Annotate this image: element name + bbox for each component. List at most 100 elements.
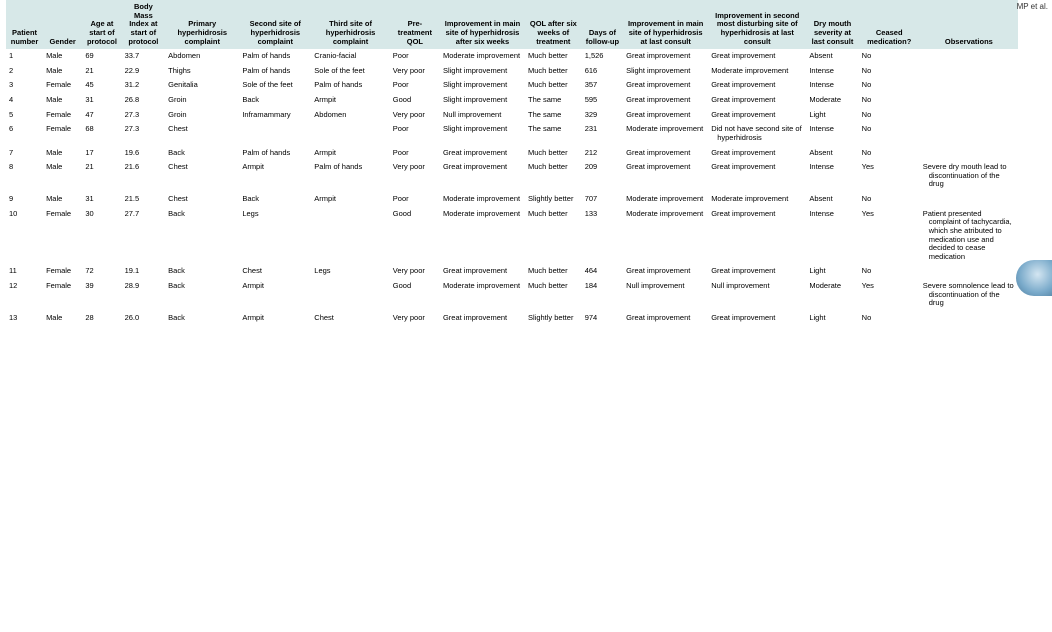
col-header: Improvement in main site of hyperhidrosi… [440, 0, 525, 49]
table-cell: 12 [6, 279, 43, 311]
table-cell: 707 [582, 192, 623, 207]
table-cell: 4 [6, 93, 43, 108]
table-cell: Great improvement [708, 108, 806, 123]
table-row: 10Female3027.7BackLegsGoodModerate impro… [6, 207, 1018, 265]
col-header: Body Mass Index at start of protocol [122, 0, 166, 49]
col-header: Third site of hyperhidrosis complaint [311, 0, 390, 49]
table-cell: Much better [525, 279, 582, 311]
table-cell: No [859, 108, 920, 123]
col-header: Gender [43, 0, 82, 49]
table-cell: Sole of the feet [311, 64, 390, 79]
table-cell: Palm of hands [311, 160, 390, 192]
table-cell: Moderate improvement [623, 207, 708, 265]
table-row: 9Male3121.5ChestBackArmpitPoorModerate i… [6, 192, 1018, 207]
table-cell: 1 [6, 49, 43, 64]
table-cell: 33.7 [122, 49, 166, 64]
table-cell: 39 [82, 279, 121, 311]
table-cell: No [859, 264, 920, 279]
table-cell: Moderate improvement [440, 192, 525, 207]
table-cell [920, 93, 1018, 108]
table-cell: 31 [82, 192, 121, 207]
col-header: Dry mouth severity at last consult [806, 0, 858, 49]
table-cell: Palm of hands [239, 146, 311, 161]
table-cell: Very poor [390, 64, 440, 79]
table-row: 13Male2826.0BackArmpitChestVery poorGrea… [6, 311, 1018, 326]
table-cell: 17 [82, 146, 121, 161]
table-cell: Moderate improvement [440, 279, 525, 311]
table-cell: 21.5 [122, 192, 166, 207]
table-cell: Yes [859, 160, 920, 192]
table-cell: Thighs [165, 64, 239, 79]
table-cell: Great improvement [440, 146, 525, 161]
table-cell: 27.3 [122, 122, 166, 145]
table-cell: Palm of hands [311, 78, 390, 93]
table-cell: Chest [311, 311, 390, 326]
table-cell [920, 64, 1018, 79]
table-cell: 68 [82, 122, 121, 145]
table-row: 5Female4727.3GroinInframammaryAbdomenVer… [6, 108, 1018, 123]
col-header: Second site of hyperhidrosis complaint [239, 0, 311, 49]
table-cell: Moderate [806, 93, 858, 108]
table-cell: 329 [582, 108, 623, 123]
table-cell: Cranio-facial [311, 49, 390, 64]
table-cell: Very poor [390, 160, 440, 192]
table-cell [920, 49, 1018, 64]
table-cell: Absent [806, 192, 858, 207]
table-cell: Groin [165, 108, 239, 123]
table-cell: 31 [82, 93, 121, 108]
table-cell: 133 [582, 207, 623, 265]
table-cell: Intense [806, 207, 858, 265]
table-cell: Armpit [311, 93, 390, 108]
table-cell: Slight improvement [440, 78, 525, 93]
table-cell: No [859, 122, 920, 145]
table-cell: Light [806, 108, 858, 123]
table-cell: 69 [82, 49, 121, 64]
table-cell: Back [239, 93, 311, 108]
table-cell [920, 108, 1018, 123]
table-header: Patient numberGenderAge at start of prot… [6, 0, 1018, 49]
table-cell: Legs [311, 264, 390, 279]
table-cell: Very poor [390, 311, 440, 326]
table-cell: Back [165, 146, 239, 161]
table-cell: Armpit [239, 160, 311, 192]
table-cell: No [859, 93, 920, 108]
table-cell: 28.9 [122, 279, 166, 311]
table-cell: 209 [582, 160, 623, 192]
table-cell: 8 [6, 160, 43, 192]
table-cell: 184 [582, 279, 623, 311]
table-cell: Absent [806, 49, 858, 64]
table-cell: 357 [582, 78, 623, 93]
table-cell: No [859, 192, 920, 207]
table-cell: 47 [82, 108, 121, 123]
table-cell: 2 [6, 64, 43, 79]
table-cell [920, 192, 1018, 207]
table-cell: Much better [525, 49, 582, 64]
col-header: Days of follow-up [582, 0, 623, 49]
table-cell: Great improvement [623, 108, 708, 123]
table-cell: Female [43, 108, 82, 123]
table-cell [920, 78, 1018, 93]
table-cell: Great improvement [623, 146, 708, 161]
table-cell: Great improvement [708, 207, 806, 265]
table-cell: 26.0 [122, 311, 166, 326]
table-cell: Null improvement [708, 279, 806, 311]
table-cell: Light [806, 311, 858, 326]
table-cell: 6 [6, 122, 43, 145]
table-cell: Slight improvement [440, 64, 525, 79]
table-cell: Great improvement [623, 160, 708, 192]
page-badge-icon [1016, 260, 1052, 296]
table-cell: 13 [6, 311, 43, 326]
col-header: Ceased medication? [859, 0, 920, 49]
table-cell: Female [43, 207, 82, 265]
table-cell: Great improvement [708, 311, 806, 326]
table-cell: Poor [390, 49, 440, 64]
col-header: Patient number [6, 0, 43, 49]
table-cell: Great improvement [440, 311, 525, 326]
table-row: 1Male6933.7AbdomenPalm of handsCranio-fa… [6, 49, 1018, 64]
table-cell: Patient presented complaint of tachycard… [920, 207, 1018, 265]
table-row: 2Male2122.9ThighsPalm of handsSole of th… [6, 64, 1018, 79]
table-cell: Great improvement [623, 264, 708, 279]
table-cell: Great improvement [623, 93, 708, 108]
table-cell: 30 [82, 207, 121, 265]
table-cell: 19.6 [122, 146, 166, 161]
